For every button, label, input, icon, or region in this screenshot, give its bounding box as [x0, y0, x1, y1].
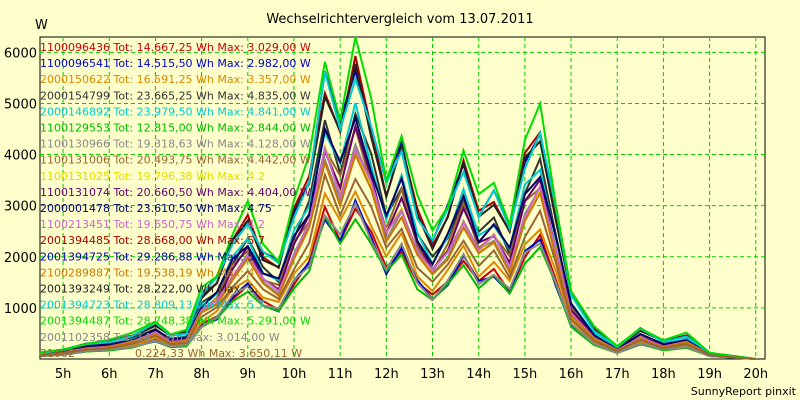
series-line — [39, 36, 756, 360]
x-tick-label: 5h — [55, 367, 72, 382]
x-tick-label: 6h — [101, 367, 118, 382]
y-tick-label: 3000 — [4, 200, 37, 215]
legend-entry: 2001393249 Tot: 28.222,00 Wh Max: 5. — [40, 283, 258, 296]
legend-entry: 2000150622 Tot: 16.591,25 Wh Max: 3.357,… — [40, 73, 311, 86]
y-tick-label: 4000 — [4, 149, 37, 164]
y-axis-unit: W — [35, 18, 48, 33]
footer-credit: SunnyReport pinxit — [691, 385, 797, 398]
x-tick-label: 7h — [147, 367, 164, 382]
series-line — [39, 171, 756, 360]
legend-entry: 1100131025 Tot: 19.796,38 Wh Max: 4.2 — [40, 170, 265, 183]
legend-entry: 1100096541 Tot: 14.515,50 Wh Max: 2.982,… — [40, 57, 311, 70]
legend-entry: 1100213451 Tot: 19.650,75 Wh Max: 4.2 — [40, 218, 265, 231]
series-line — [39, 200, 756, 360]
legend-entry: 2001394485 Tot: 28.668,00 Wh Max: 5.7 — [40, 234, 265, 247]
series-lines — [39, 36, 756, 360]
legend-entry: 1100131006 Tot: 20.493,75 Wh Max: 4.442,… — [40, 154, 311, 167]
x-tick-label: 12h — [374, 367, 399, 382]
legend-entry: 1100131074 Tot: 20.660,50 Wh Max: 4.404,… — [40, 186, 311, 199]
x-tick-label: 15h — [512, 367, 537, 382]
y-tick-label: 6000 — [4, 46, 37, 61]
y-axis: 1000 2000 3000 4000 5000 6000 — [4, 46, 37, 317]
legend-entry: 2001394487 Tot: 28.748,38 Wh Max: 5.291,… — [40, 315, 311, 328]
x-tick-label: 14h — [466, 367, 491, 382]
chart-title: Wechselrichtervergleich vom 13.07.2011 — [266, 12, 533, 27]
legend-entry: 2000001478 Tot: 23.610,50 Wh Max: 4.75 — [40, 202, 272, 215]
x-tick-label: 18h — [651, 367, 676, 382]
series-line — [39, 114, 756, 360]
x-tick-label: 9h — [240, 367, 257, 382]
legend-entry: 2000146892 Tot: 23.979,50 Wh Max: 4.841,… — [40, 105, 311, 118]
x-tick-label: 20h — [743, 367, 768, 382]
x-tick-label: 8h — [193, 367, 210, 382]
x-tick-label: 13h — [420, 367, 445, 382]
legend-entry: 1100130966 Tot: 19.318,63 Wh Max: 4.128,… — [40, 138, 311, 151]
legend-entry: 1100129553 Tot: 12.815,00 Wh Max: 2.844,… — [40, 122, 311, 135]
legend-entry-tail: 0.224,33 Wh Max: 3.650,11 W — [135, 347, 302, 360]
x-tick-label: 19h — [697, 367, 722, 382]
y-tick-label: 5000 — [4, 97, 37, 112]
legend-entry: 1100096436 Tot: 14.667,25 Wh Max: 3.029,… — [40, 41, 311, 54]
legend-entry-tail: Wh Max: 3.014,00 W — [165, 331, 280, 344]
x-axis: 5h 6h 7h 8h 9h 10h 11h 12h 13h 14h 15h 16h 17h 18h 19h… — [55, 367, 768, 382]
y-tick-label: 2000 — [4, 251, 37, 266]
x-tick-label: 17h — [605, 367, 630, 382]
x-tick-label: 16h — [559, 367, 584, 382]
legend-entry: 2100289887 Tot: 19.538,19 Wh Max: 4 — [40, 266, 254, 279]
legend-entry: 21002 — [40, 347, 75, 360]
legend-entry: 2000154799 Tot: 23.665,25 Wh Max: 4.835,… — [40, 89, 311, 102]
legend-entry: 2001102358 Tot: 14. — [40, 331, 154, 344]
x-tick-label: 10h — [282, 367, 307, 382]
legend-entry: 2001394725 Tot: 29.286,88 Wh Max: 5.8 — [40, 250, 265, 263]
series-line — [39, 151, 756, 360]
y-tick-label: 1000 — [4, 302, 37, 317]
x-tick-label: 11h — [328, 367, 353, 382]
legend: 1100096436 Tot: 14.667,25 Wh Max: 3.029,… — [40, 41, 311, 360]
legend-entry: 2001394723 Tot: 28.809,13 Wh Max: 5.7 — [40, 299, 265, 312]
